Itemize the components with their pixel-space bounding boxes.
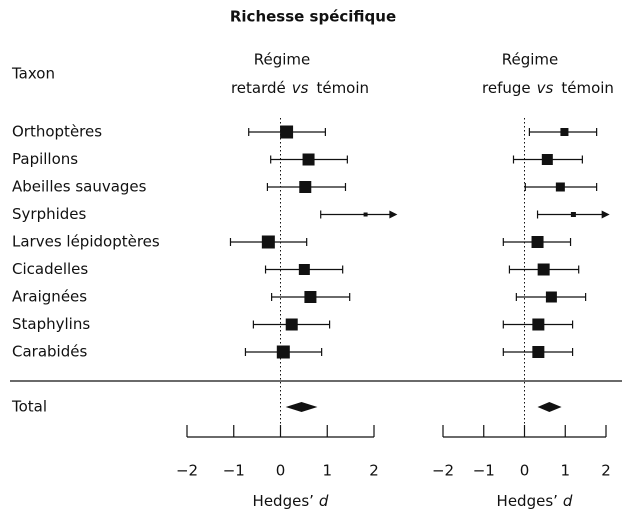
x-tick-label: 1 xyxy=(322,462,332,480)
row-label: Abeilles sauvages xyxy=(12,178,147,196)
estimate-square xyxy=(532,318,545,331)
x-tick-label: −1 xyxy=(473,462,495,480)
row-label: Araignées xyxy=(12,288,87,306)
x-axis-label-part: d xyxy=(319,492,329,510)
x-tick-label: 0 xyxy=(276,462,286,480)
estimate-square xyxy=(280,125,294,139)
estimate-square xyxy=(541,154,553,165)
estimate-square xyxy=(302,153,315,166)
row-label: Orthoptères xyxy=(12,123,102,141)
header-part: retardé xyxy=(231,79,286,97)
x-axis-label: Hedges’ d xyxy=(497,492,573,510)
ci-arrow xyxy=(601,210,610,219)
estimate-square xyxy=(560,128,569,136)
estimate-square xyxy=(261,235,275,249)
x-tick-label: 1 xyxy=(560,462,570,480)
estimate-square xyxy=(298,264,310,275)
estimate-square xyxy=(299,181,312,193)
row-label: Staphylins xyxy=(12,315,90,333)
total-diamond xyxy=(285,402,318,412)
header-part: vs xyxy=(292,79,309,97)
chart-title: Richesse spécifique xyxy=(230,8,396,26)
x-axis-label-part: d xyxy=(563,492,573,510)
estimate-square xyxy=(537,263,550,276)
header-part: refuge xyxy=(482,79,531,97)
estimate-square xyxy=(570,212,576,217)
estimate-square xyxy=(545,291,557,303)
ci-arrow xyxy=(389,210,398,219)
x-tick-label: 2 xyxy=(369,462,379,480)
estimate-square xyxy=(531,236,544,248)
row-label: Cicadelles xyxy=(12,260,88,278)
total-label: Total xyxy=(11,398,47,416)
estimate-square xyxy=(555,182,565,192)
header-part: vs xyxy=(537,79,554,97)
x-tick-label: 0 xyxy=(520,462,530,480)
x-tick-label: 2 xyxy=(601,462,611,480)
x-tick-label: −1 xyxy=(223,462,245,480)
row-label: Papillons xyxy=(12,150,78,168)
x-tick-label: −2 xyxy=(176,462,198,480)
header-part: témoin xyxy=(316,79,369,97)
estimate-square xyxy=(304,291,317,303)
header-part: témoin xyxy=(561,79,614,97)
row-label: Larves lépidoptères xyxy=(12,233,160,251)
panel-header: retardé vs témoin xyxy=(231,79,369,97)
estimate-square xyxy=(363,212,368,217)
total-diamond xyxy=(537,402,562,412)
panel-header: Régime xyxy=(502,51,559,69)
estimate-square xyxy=(285,318,298,331)
x-axis-label-part: Hedges’ xyxy=(497,492,558,510)
estimate-square xyxy=(532,346,545,358)
x-tick-label: −2 xyxy=(432,462,454,480)
x-axis-label: Hedges’ d xyxy=(253,492,329,510)
x-axis-label-part: Hedges’ xyxy=(253,492,314,510)
row-label: Carabidés xyxy=(12,343,87,361)
panel-header: refuge vs témoin xyxy=(482,79,614,97)
estimate-square xyxy=(276,345,290,359)
row-label: Syrphides xyxy=(12,205,87,223)
column-header: Taxon xyxy=(11,65,55,83)
panel-header: Régime xyxy=(254,51,311,69)
